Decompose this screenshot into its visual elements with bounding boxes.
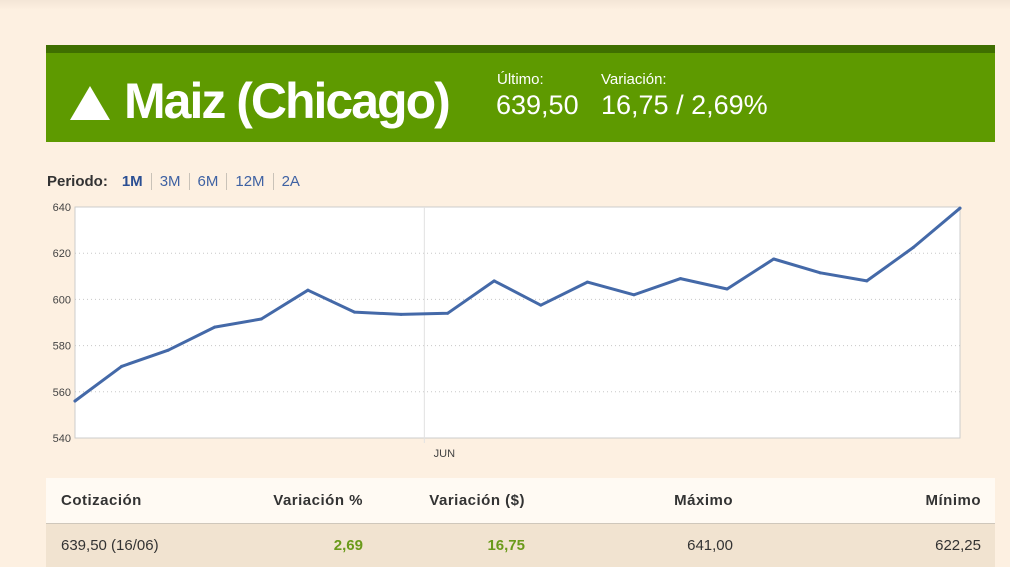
ultimo-label: Último: — [497, 71, 544, 88]
table-row: 639,50 (16/06) 2,69 16,75 641,00 622,25 — [46, 524, 995, 567]
period-tab-3m[interactable]: 3M — [150, 173, 189, 190]
data-point — [632, 293, 636, 297]
y-tick-label: 560 — [53, 387, 71, 399]
data-point — [73, 399, 77, 403]
cell-maximo: 641,00 — [687, 537, 733, 554]
cell-variacion-abs: 16,75 — [487, 537, 525, 554]
variacion-label: Variación: — [601, 71, 667, 88]
data-point — [306, 288, 310, 292]
table-header-row: Cotización Variación % Variación ($) Máx… — [46, 478, 995, 524]
data-point — [120, 364, 124, 368]
y-tick-label: 620 — [53, 248, 71, 260]
price-series-line — [73, 206, 962, 403]
period-label: Periodo: — [47, 173, 108, 190]
data-point — [865, 279, 869, 283]
data-point — [585, 280, 589, 284]
cell-cotizacion: 639,50 (16/06) — [61, 537, 159, 554]
commodity-header: Maiz (Chicago) Último: 639,50 Variación:… — [46, 45, 995, 142]
quote-table: Cotización Variación % Variación ($) Máx… — [46, 478, 995, 567]
header-cotizacion: Cotización — [61, 492, 142, 509]
y-tick-label: 640 — [53, 202, 71, 214]
y-tick-label: 540 — [53, 433, 71, 445]
header-minimo: Mínimo — [925, 492, 981, 509]
data-point — [772, 257, 776, 261]
data-point — [539, 303, 543, 307]
data-point — [492, 279, 496, 283]
header-variacion-pct: Variación % — [273, 492, 363, 509]
commodity-title: Maiz (Chicago) — [124, 73, 451, 129]
top-shadow — [0, 0, 1010, 10]
data-point — [213, 325, 217, 329]
header-variacion-abs: Variación ($) — [429, 492, 525, 509]
period-tab-6m[interactable]: 6M — [188, 173, 227, 190]
plot-area — [74, 206, 961, 439]
period-selector: Periodo: 1M 3M 6M 12M 2A — [47, 172, 308, 192]
data-point — [166, 348, 170, 352]
period-tab-2a[interactable]: 2A — [272, 173, 308, 190]
price-line-chart: 540 560 580 600 620 640 JUN — [53, 202, 962, 460]
data-point — [911, 245, 915, 249]
cell-variacion-pct: 2,69 — [333, 537, 363, 554]
data-point — [679, 277, 683, 281]
y-tick-label: 600 — [53, 294, 71, 306]
up-triangle-icon — [70, 86, 110, 120]
data-point — [352, 310, 356, 314]
data-point — [446, 311, 450, 315]
data-point — [399, 312, 403, 316]
period-tab-1m[interactable]: 1M — [121, 173, 143, 190]
variacion-value: 16,75 / 2,69% — [601, 90, 768, 120]
header-maximo: Máximo — [674, 492, 733, 509]
data-point — [818, 271, 822, 275]
cell-minimo: 622,25 — [935, 537, 981, 554]
data-point — [725, 287, 729, 291]
x-tick-label: JUN — [434, 448, 455, 460]
period-tab-12m[interactable]: 12M — [226, 173, 273, 190]
ultimo-value: 639,50 — [496, 90, 579, 120]
y-tick-label: 580 — [53, 341, 71, 353]
data-point — [958, 206, 962, 210]
data-point — [259, 317, 263, 321]
